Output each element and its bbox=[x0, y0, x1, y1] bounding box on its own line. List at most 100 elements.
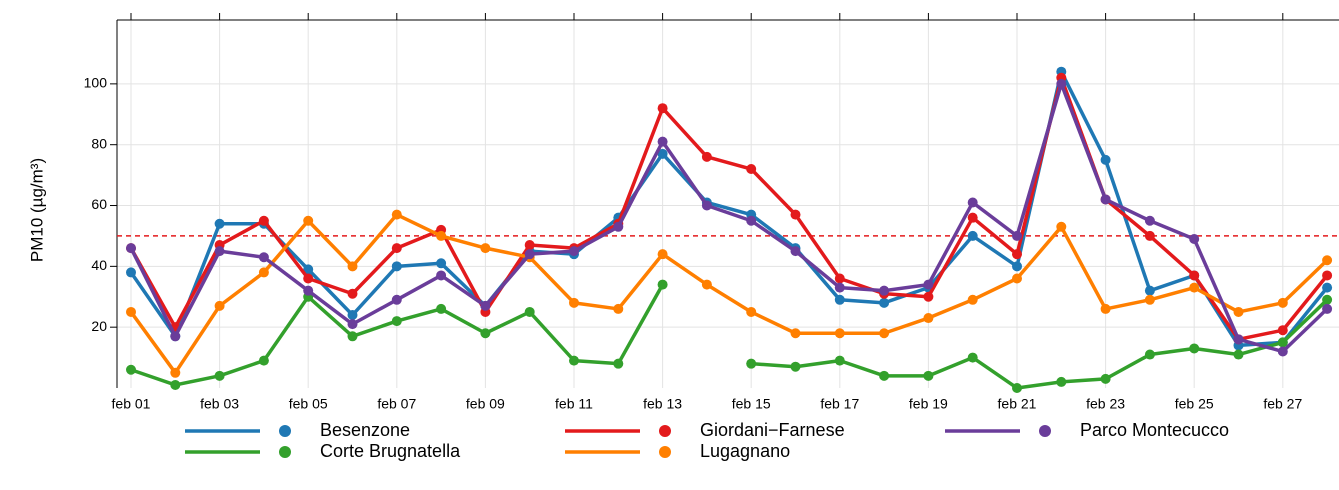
data-point bbox=[746, 164, 757, 175]
legend-label: Besenzone bbox=[320, 420, 410, 440]
data-point bbox=[214, 370, 225, 381]
data-point bbox=[967, 352, 978, 363]
data-point bbox=[126, 243, 136, 254]
data-point bbox=[879, 297, 890, 308]
y-axis-label: PM10 (µg/m³) bbox=[27, 158, 46, 262]
data-point bbox=[1012, 383, 1022, 393]
data-point bbox=[967, 212, 978, 223]
data-point bbox=[436, 270, 447, 281]
data-point bbox=[1012, 249, 1022, 260]
data-point bbox=[790, 361, 801, 372]
data-point bbox=[1012, 261, 1022, 272]
legend-dot bbox=[659, 425, 671, 437]
data-point bbox=[746, 358, 757, 369]
data-point bbox=[879, 285, 890, 296]
data-point bbox=[303, 215, 314, 226]
data-point bbox=[524, 249, 535, 260]
legend-label: Giordani−Farnese bbox=[700, 420, 845, 440]
data-point bbox=[436, 258, 447, 269]
data-point bbox=[347, 261, 358, 272]
data-point bbox=[1189, 282, 1200, 293]
data-point bbox=[790, 328, 801, 339]
data-point bbox=[391, 243, 402, 254]
data-point bbox=[701, 151, 712, 162]
y-tick-label: 100 bbox=[84, 75, 108, 91]
data-point bbox=[347, 288, 358, 299]
legend-label: Parco Montecucco bbox=[1080, 420, 1229, 440]
data-point bbox=[1322, 255, 1333, 266]
data-point bbox=[790, 209, 801, 220]
data-point bbox=[436, 230, 447, 241]
y-tick-label: 80 bbox=[91, 135, 107, 151]
legend-label: Lugagnano bbox=[700, 441, 790, 461]
x-tick-label: feb 19 bbox=[909, 396, 948, 412]
data-point bbox=[569, 297, 579, 308]
x-tick-label: feb 01 bbox=[112, 396, 151, 412]
data-point bbox=[834, 355, 845, 366]
data-point bbox=[303, 273, 314, 284]
data-point bbox=[1277, 297, 1288, 308]
data-point bbox=[657, 279, 668, 290]
data-point bbox=[657, 103, 668, 114]
data-point bbox=[214, 300, 225, 311]
data-point bbox=[1233, 349, 1244, 360]
legend-dot bbox=[659, 446, 671, 458]
data-point bbox=[1322, 270, 1333, 281]
data-point bbox=[701, 200, 712, 211]
data-point bbox=[170, 367, 181, 378]
data-point bbox=[1144, 294, 1155, 305]
data-point bbox=[967, 230, 978, 241]
data-point bbox=[1233, 306, 1244, 317]
data-point bbox=[1144, 285, 1155, 296]
data-point bbox=[1100, 154, 1111, 165]
x-tick-label: feb 11 bbox=[555, 396, 593, 412]
data-point bbox=[391, 209, 402, 220]
data-point bbox=[214, 218, 225, 229]
data-point bbox=[569, 355, 579, 366]
data-point bbox=[834, 273, 845, 284]
y-tick-label: 60 bbox=[91, 196, 107, 212]
data-point bbox=[303, 264, 314, 275]
data-point bbox=[391, 261, 402, 272]
data-point bbox=[126, 364, 136, 375]
data-point bbox=[170, 379, 181, 390]
data-point bbox=[923, 291, 934, 302]
data-point bbox=[923, 370, 934, 381]
data-point bbox=[1189, 233, 1200, 244]
y-tick-label: 20 bbox=[91, 318, 107, 334]
data-point bbox=[480, 328, 491, 339]
data-point bbox=[170, 331, 181, 342]
x-tick-label: feb 09 bbox=[466, 396, 505, 412]
data-point bbox=[657, 249, 668, 260]
data-point bbox=[214, 246, 225, 257]
data-point bbox=[1144, 230, 1155, 241]
data-point bbox=[613, 358, 624, 369]
data-point bbox=[834, 328, 845, 339]
data-point bbox=[657, 148, 668, 159]
series-line bbox=[129, 82, 1329, 354]
y-tick-label: 40 bbox=[91, 257, 107, 273]
data-point bbox=[1056, 78, 1067, 89]
legend-dot bbox=[279, 446, 291, 458]
data-point bbox=[657, 136, 668, 147]
data-point bbox=[258, 355, 269, 366]
data-point bbox=[258, 252, 269, 263]
data-point bbox=[834, 294, 845, 305]
x-tick-label: feb 27 bbox=[1263, 396, 1302, 412]
data-point bbox=[1056, 376, 1067, 387]
data-point bbox=[391, 316, 402, 327]
data-point bbox=[391, 294, 402, 305]
data-point bbox=[1100, 303, 1111, 314]
data-point bbox=[480, 243, 491, 254]
legend-dot bbox=[1039, 425, 1051, 437]
data-point bbox=[258, 267, 269, 278]
x-tick-label: feb 25 bbox=[1175, 396, 1214, 412]
data-point bbox=[967, 294, 978, 305]
data-point bbox=[347, 331, 358, 342]
data-point bbox=[923, 279, 934, 290]
data-point bbox=[436, 303, 447, 314]
data-point bbox=[613, 303, 624, 314]
data-point bbox=[303, 285, 314, 296]
data-point bbox=[1100, 194, 1111, 205]
data-point bbox=[923, 313, 934, 324]
